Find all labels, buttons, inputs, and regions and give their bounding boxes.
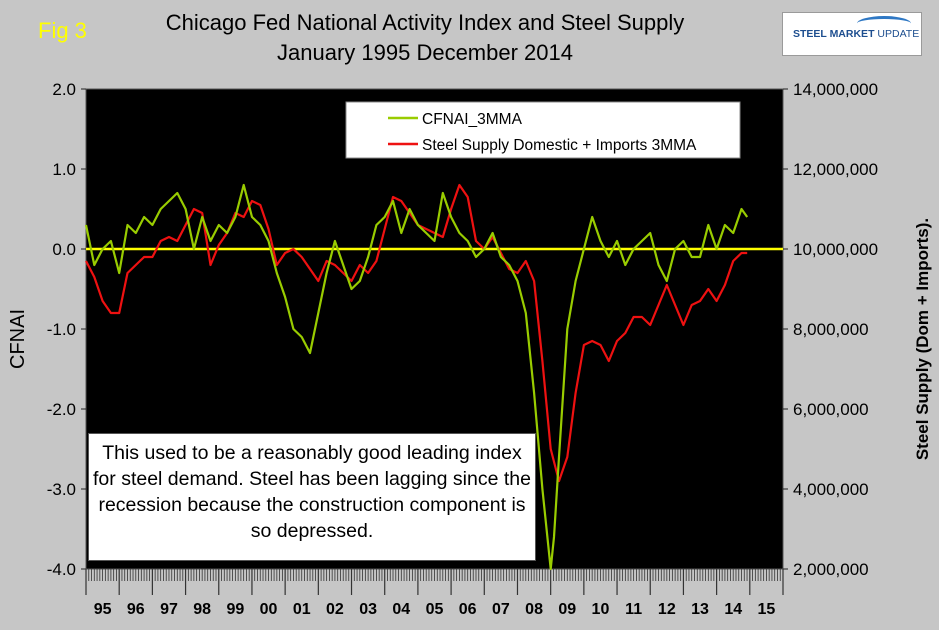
y-right-tick-label: 2,000,000 xyxy=(793,560,869,579)
legend-label: Steel Supply Domestic + Imports 3MMA xyxy=(422,137,697,154)
x-tick-label: 02 xyxy=(326,601,344,618)
x-tick-label: 99 xyxy=(226,601,244,618)
x-tick-label: 06 xyxy=(459,601,477,618)
x-tick-label: 04 xyxy=(392,601,410,618)
x-tick-label: 10 xyxy=(592,601,610,618)
chart-title: Chicago Fed National Activity Index and … xyxy=(165,10,685,35)
y-tick-label: -2.0 xyxy=(47,400,76,419)
legend-label: CFNAI_3MMA xyxy=(422,111,523,128)
x-tick-label: 09 xyxy=(558,601,576,618)
x-tick-label: 12 xyxy=(658,601,676,618)
figure-label: Fig 3 xyxy=(38,18,87,43)
chart-title-block: Chicago Fed National Activity Index and … xyxy=(110,8,740,68)
y-axis-title: CFNAI xyxy=(7,309,29,369)
y-right-tick-label: 14,000,000 xyxy=(793,80,878,99)
brand-logo: STEEL MARKET UPDATE xyxy=(782,12,922,56)
y-tick-label: -4.0 xyxy=(47,560,76,579)
cfnai-line xyxy=(84,183,749,571)
logo-text: STEEL MARKET UPDATE xyxy=(793,28,919,40)
legend-box xyxy=(345,101,741,159)
y-tick-label: 2.0 xyxy=(52,80,76,99)
logo-text-light: UPDATE xyxy=(874,28,920,40)
x-tick-label: 97 xyxy=(160,601,178,618)
y-right-tick-label: 4,000,000 xyxy=(793,480,869,499)
x-tick-label: 08 xyxy=(525,601,543,618)
y-right-tick-label: 10,000,000 xyxy=(793,240,878,259)
y-right-tick-label: 6,000,000 xyxy=(793,400,869,419)
y-right-tick-label: 12,000,000 xyxy=(793,160,878,179)
x-tick-label: 03 xyxy=(359,601,377,618)
y-tick-label: -3.0 xyxy=(47,480,76,499)
logo-text-bold: STEEL MARKET xyxy=(793,28,875,40)
x-tick-label: 13 xyxy=(691,601,709,618)
y-tick-label: 1.0 xyxy=(52,160,76,179)
annotation-box: This used to be a reasonably good leadin… xyxy=(88,433,536,561)
logo-swoosh-icon xyxy=(857,16,911,31)
x-tick-label: 95 xyxy=(94,601,112,618)
x-tick-label: 96 xyxy=(127,601,145,618)
x-tick-label: 00 xyxy=(260,601,278,618)
y-right-axis-title: Steel Supply (Dom + Imports). xyxy=(913,218,932,460)
x-tick-label: 05 xyxy=(426,601,444,618)
x-tick-label: 14 xyxy=(724,601,742,618)
x-tick-label: 07 xyxy=(492,601,510,618)
chart-subtitle: January 1995 December 2014 xyxy=(277,40,573,65)
x-tick-label: 98 xyxy=(193,601,211,618)
y-tick-label: 0.0 xyxy=(52,240,76,259)
y-right-tick-label: 8,000,000 xyxy=(793,320,869,339)
y-tick-label: -1.0 xyxy=(47,320,76,339)
x-tick-label: 11 xyxy=(625,601,642,618)
x-tick-label: 15 xyxy=(758,601,776,618)
x-tick-label: 01 xyxy=(293,601,311,618)
